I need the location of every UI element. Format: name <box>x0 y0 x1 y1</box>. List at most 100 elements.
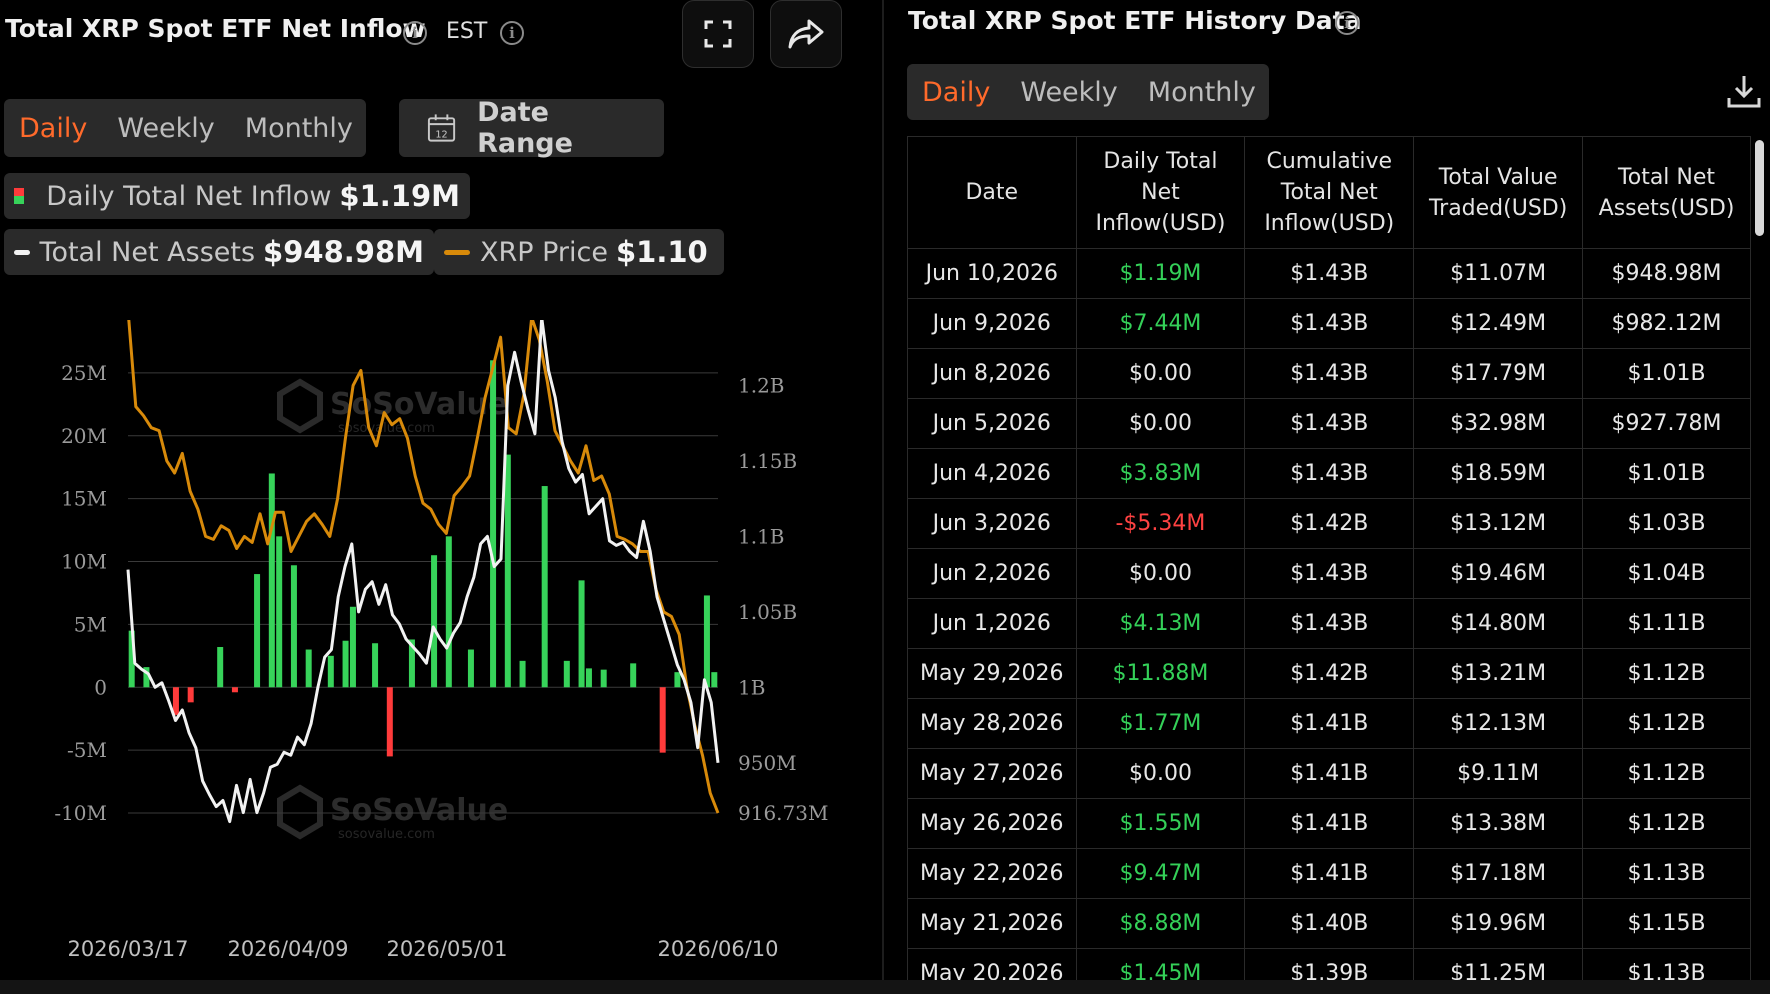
table-cell: $1.43B <box>1244 398 1415 449</box>
series-lines <box>126 320 720 824</box>
table-cell: -$5.34M <box>1075 498 1246 549</box>
history-table-container[interactable]: Date Daily Total Net Inflow(USD) Cumulative T… <box>907 136 1751 980</box>
table-row[interactable]: Jun 5,2026 $0.00 $1.43B $32.98M $927.78M <box>907 398 1751 449</box>
table-cell: Jun 5,2026 <box>907 398 1077 449</box>
date-range-button[interactable]: 12 Date Range <box>399 97 664 159</box>
info-icon[interactable]: i <box>403 21 427 45</box>
panel-divider <box>882 0 884 980</box>
column-header-line: Inflow(USD) <box>1095 211 1226 236</box>
table-cell: $0.00 <box>1075 748 1246 799</box>
table-row[interactable]: Jun 3,2026 -$5.34M $1.42B $13.12M $1.03B <box>907 498 1751 549</box>
legend-price-label: XRP Price <box>480 236 608 268</box>
column-header-line: Net <box>1141 180 1180 205</box>
table-row[interactable]: May 27,2026 $0.00 $1.41B $9.11M $1.12B <box>907 748 1751 799</box>
table-cell: May 28,2026 <box>907 698 1077 749</box>
y-tick-label: 5M <box>74 612 107 636</box>
table-cell: $19.46M <box>1413 548 1584 599</box>
table-row[interactable]: May 20,2026 $1.45M $1.39B $11.25M $1.13B <box>907 948 1751 980</box>
price-swatch <box>444 249 470 255</box>
x-tick-label: 2026/05/01 <box>386 937 507 961</box>
table-cell: $13.21M <box>1413 648 1584 699</box>
history-title: Total XRP Spot ETF History Data <box>908 6 1362 35</box>
inflow-bar <box>217 647 224 688</box>
table-cell: $13.12M <box>1413 498 1584 549</box>
watermark-layer: SoSoValuesosovalue.comSoSoValuesosovalue… <box>277 378 508 842</box>
legend-net-inflow-value: $1.19M <box>339 179 460 213</box>
x-tick-label: 2026/04/09 <box>227 937 348 961</box>
table-cell: $32.98M <box>1413 398 1584 449</box>
table-cell: $12.13M <box>1413 698 1584 749</box>
table-cell: Jun 8,2026 <box>907 348 1077 399</box>
watermark-url: sosovalue.com <box>338 827 435 842</box>
table-cell: Jun 3,2026 <box>907 498 1077 549</box>
table-cell: $1.40B <box>1244 898 1415 949</box>
table-cell: $19.96M <box>1413 898 1584 949</box>
table-cell: $11.88M <box>1075 648 1246 699</box>
inflow-bar <box>231 687 238 693</box>
tab-monthly[interactable]: Monthly <box>244 112 353 144</box>
table-cell: Jun 4,2026 <box>907 448 1077 499</box>
table-row[interactable]: May 21,2026 $8.88M $1.40B $19.96M $1.15B <box>907 898 1751 949</box>
fullscreen-button[interactable] <box>682 0 754 68</box>
table-cell: $1.43B <box>1244 348 1415 399</box>
history-tab-monthly[interactable]: Monthly <box>1147 76 1256 108</box>
table-row[interactable]: May 22,2026 $9.47M $1.41B $17.18M $1.13B <box>907 848 1751 899</box>
table-cell: $13.38M <box>1413 798 1584 849</box>
table-cell: $1.43B <box>1244 598 1415 649</box>
net-assets-line <box>126 320 720 824</box>
table-row[interactable]: Jun 4,2026 $3.83M $1.43B $18.59M $1.01B <box>907 448 1751 499</box>
column-header: Date <box>907 136 1077 249</box>
legend-net-assets-label: Total Net Assets <box>39 236 256 268</box>
column-header: Daily Total Net Inflow(USD) <box>1075 136 1246 249</box>
table-cell: $1.01B <box>1582 348 1751 399</box>
table-row[interactable]: May 26,2026 $1.55M $1.41B $13.38M $1.12B <box>907 798 1751 849</box>
y-tick-label: -5M <box>67 738 107 762</box>
table-row[interactable]: May 28,2026 $1.77M $1.41B $12.13M $1.12B <box>907 698 1751 749</box>
table-row[interactable]: Jun 8,2026 $0.00 $1.43B $17.79M $1.01B <box>907 348 1751 399</box>
inflow-bar <box>563 660 570 688</box>
table-row[interactable]: Jun 10,2026 $1.19M $1.43B $11.07M $948.98M <box>907 248 1751 299</box>
table-cell: $1.13B <box>1582 948 1751 980</box>
table-cell: $1.39B <box>1244 948 1415 980</box>
history-info-icon[interactable]: i <box>1335 11 1359 35</box>
table-row[interactable]: May 29,2026 $11.88M $1.42B $13.21M $1.12B <box>907 648 1751 699</box>
history-tab-weekly[interactable]: Weekly <box>1020 76 1118 108</box>
column-header-line: Total Net <box>1618 164 1716 190</box>
table-cell: $1.12B <box>1582 798 1751 849</box>
inflow-bar <box>504 454 511 688</box>
inflow-bar <box>600 669 607 688</box>
y-right-tick-label: 950M <box>738 751 797 775</box>
table-cell: $1.43B <box>1244 298 1415 349</box>
table-cell: $11.25M <box>1413 948 1584 980</box>
inflow-bar <box>372 643 379 688</box>
table-row[interactable]: Jun 2,2026 $0.00 $1.43B $19.46M $1.04B <box>907 548 1751 599</box>
inflow-bar <box>578 580 585 688</box>
table-row[interactable]: Jun 9,2026 $7.44M $1.43B $12.49M $982.12M <box>907 298 1751 349</box>
table-scrollbar[interactable] <box>1755 140 1764 236</box>
table-cell: $1.12B <box>1582 698 1751 749</box>
legend-net-assets[interactable]: Total Net Assets $948.98M <box>4 229 434 275</box>
inflow-bar <box>128 630 135 688</box>
y-tick-label: 20M <box>61 424 107 448</box>
share-button[interactable] <box>770 0 842 68</box>
download-button[interactable] <box>1724 72 1764 116</box>
legend-net-inflow[interactable]: Daily Total Net Inflow $1.19M <box>4 173 470 219</box>
table-cell: May 29,2026 <box>907 648 1077 699</box>
watermark-url: sosovalue.com <box>338 421 435 436</box>
y-right-tick-label: 1.2B <box>738 373 785 397</box>
legend-xrp-price[interactable]: XRP Price $1.10 <box>434 229 724 275</box>
tab-weekly[interactable]: Weekly <box>117 112 215 144</box>
table-cell: $1.13B <box>1582 848 1751 899</box>
inflow-bar <box>172 687 179 715</box>
table-cell: $1.03B <box>1582 498 1751 549</box>
table-cell: $1.04B <box>1582 548 1751 599</box>
tab-daily[interactable]: Daily <box>19 112 88 144</box>
table-row[interactable]: Jun 1,2026 $4.13M $1.43B $14.80M $1.11B <box>907 598 1751 649</box>
timezone-info-icon[interactable]: i <box>500 21 524 45</box>
right-axis: 1.25B 1.2B 1.15B 1.1B 1.05B 1B 950M 916.73M <box>738 320 828 825</box>
table-cell: $0.00 <box>1075 398 1246 449</box>
table-cell: $7.44M <box>1075 298 1246 349</box>
history-tab-daily[interactable]: Daily <box>922 76 991 108</box>
calendar-day: 12 <box>435 130 447 141</box>
